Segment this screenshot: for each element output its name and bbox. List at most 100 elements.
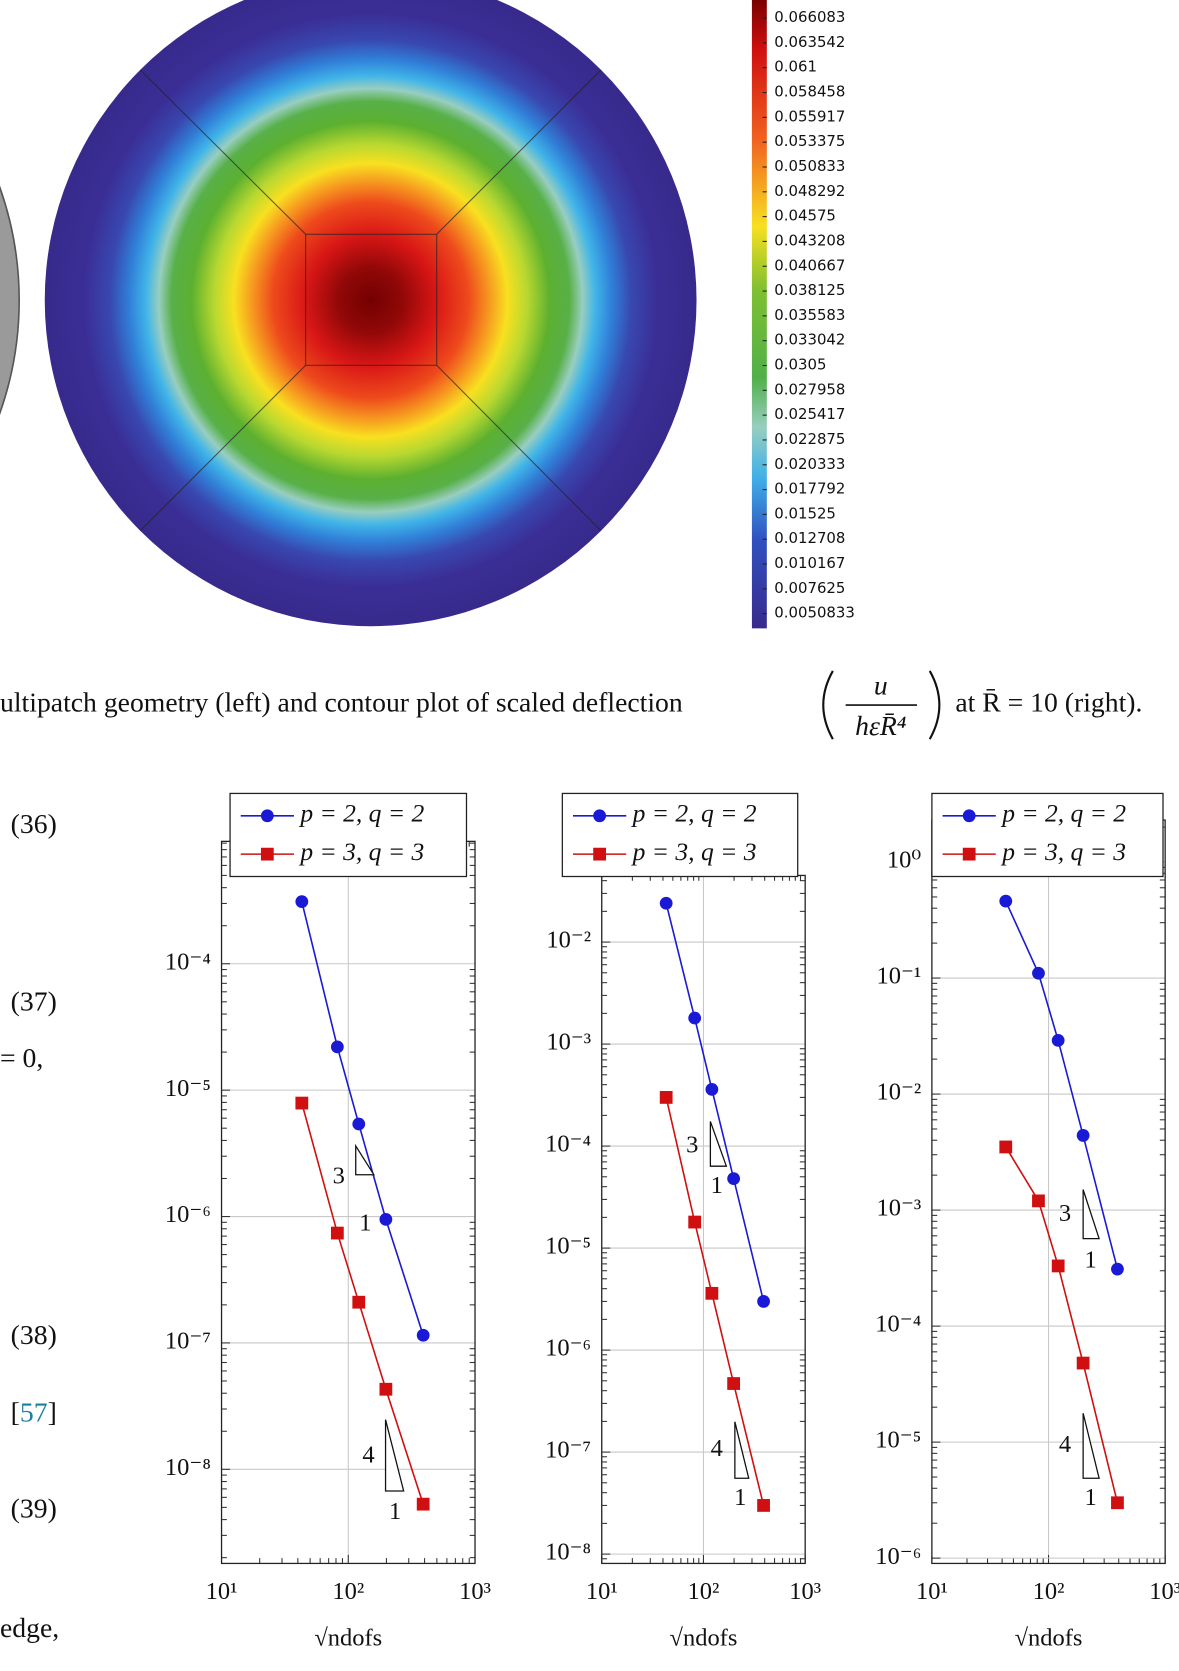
marker	[352, 1295, 366, 1309]
slope-label: 3	[333, 1163, 345, 1190]
legend-label: p = 2, q = 2	[631, 799, 757, 828]
marker	[330, 1040, 344, 1054]
series-line	[665, 903, 765, 1302]
slope-triangle	[384, 1419, 405, 1492]
marker	[962, 809, 976, 823]
marker	[688, 1011, 702, 1025]
colorbar-label: 0.048292	[774, 182, 845, 200]
y-tick-label: 10⁻⁵	[875, 1427, 921, 1454]
marker	[295, 895, 309, 909]
contour-disc	[44, 0, 697, 627]
charts: 10¹ 10² 10³10⁻⁴10⁻⁵10⁻⁶10⁻⁷10⁻⁸√ndofs3141p…	[165, 792, 1179, 1652]
slope-label: 3	[686, 1132, 698, 1159]
caption-text: at R̄ = 10 (right).	[955, 686, 1142, 717]
legend-box	[229, 792, 468, 878]
marker	[999, 894, 1013, 908]
colorbar-label: 0.055917	[774, 107, 845, 125]
y-tick-label: 10⁻³	[877, 1195, 922, 1222]
slope-label: 1	[734, 1484, 746, 1511]
citation-link[interactable]: 57	[20, 1397, 48, 1428]
colorbar-label: 0.007625	[774, 579, 845, 597]
y-tick-label: 10⁻⁷	[165, 1328, 211, 1355]
x-tick-label: 10¹	[916, 1578, 948, 1605]
colorbar-label: 0.050833	[774, 157, 845, 175]
marker	[330, 1226, 344, 1240]
x-tick-label: 10¹	[586, 1578, 618, 1605]
colorbar-label: 0.038125	[774, 281, 845, 299]
slope-label: 1	[359, 1209, 371, 1236]
slope-label: 1	[1084, 1484, 1096, 1511]
legend: p = 2, q = 2 p = 3, q = 3	[931, 792, 1164, 878]
x-tick-label: 10²	[332, 1578, 364, 1605]
colorbar-label: 0.033042	[774, 331, 845, 349]
geometry-disc	[0, 185, 20, 415]
text-fragment: edge,	[0, 1612, 59, 1643]
marker	[416, 1497, 430, 1511]
legend: p = 2, q = 2 p = 3, q = 3	[229, 792, 468, 878]
marker	[757, 1499, 770, 1512]
y-tick-label: 10⁻⁶	[165, 1201, 211, 1228]
colorbar-label: 0.022875	[774, 430, 845, 448]
marker	[962, 847, 976, 861]
marker	[688, 1215, 702, 1229]
patch-lines	[140, 69, 602, 531]
y-tick-label: 10⁻⁵	[165, 1075, 211, 1102]
x-axis-label: √ndofs	[314, 1625, 382, 1652]
legend-label: p = 2, q = 2	[1000, 799, 1126, 828]
slope-label: 4	[711, 1435, 723, 1462]
marker	[379, 1382, 393, 1396]
legend-label: p = 3, q = 3	[631, 837, 757, 866]
slope-label: 4	[1059, 1431, 1071, 1458]
marker	[1051, 1259, 1065, 1273]
colorbar-label: 0.020333	[774, 455, 845, 473]
chart: 10¹ 10² 10³ 10⁻² 10⁻³ 10⁻⁴ 10⁻⁵ 10⁻⁶ 10⁻⁷ 10⁻⁸ √nd…	[545, 792, 821, 1652]
margin-text: (36) (37) = 0, (38) [57] (39) edge,	[0, 808, 59, 1643]
legend-label: p = 3, q = 3	[298, 837, 424, 866]
equation-number: (36)	[11, 808, 57, 839]
colorbar-label: 0.058458	[774, 83, 845, 101]
y-tick-label: 10⁻⁶	[875, 1543, 921, 1570]
marker	[757, 1295, 770, 1308]
x-axis-label: √ndofs	[1015, 1625, 1083, 1652]
equation-number: (39)	[11, 1493, 57, 1524]
x-axis-label: √ndofs	[670, 1625, 738, 1652]
colorbar-label: 0.053375	[774, 132, 845, 150]
y-tick-label: 10⁻⁸	[165, 1454, 211, 1481]
colorbar-label: 0.0305	[774, 356, 826, 374]
colorbar	[751, 0, 767, 629]
legend-label: p = 2, q = 2	[298, 799, 424, 828]
y-tick-label: 10⁻⁸	[545, 1539, 591, 1566]
marker	[999, 1140, 1013, 1154]
marker	[727, 1377, 741, 1390]
equation-fragment: = 0,	[0, 1042, 43, 1073]
marker	[705, 1286, 719, 1300]
y-tick-label: 10⁻⁴	[545, 1131, 591, 1158]
y-tick-label: 10⁻³	[546, 1029, 591, 1056]
y-tick-label: 10⁻²	[877, 1079, 922, 1106]
x-tick-label: 10³	[459, 1578, 491, 1605]
marker	[260, 847, 274, 861]
marker	[1032, 1194, 1045, 1208]
slope-triangle	[355, 1143, 375, 1176]
colorbar-label: 0.04575	[774, 207, 836, 225]
caption: ultipatch geometry (left) and contour pl…	[0, 669, 1142, 740]
bracket: [	[11, 1397, 20, 1428]
marker	[659, 1091, 673, 1104]
marker	[1032, 966, 1045, 980]
equation-number: (37)	[11, 986, 57, 1017]
marker	[352, 1117, 366, 1131]
slope-label: 1	[1084, 1247, 1096, 1274]
slope-label: 1	[711, 1172, 723, 1199]
marker	[659, 896, 673, 910]
y-tick-label: 10⁰	[887, 847, 921, 874]
colorbar-label: 0.043208	[774, 231, 845, 249]
y-tick-label: 10⁻⁵	[545, 1233, 591, 1260]
slope-triangle	[1082, 1189, 1100, 1240]
slope-triangle	[709, 1121, 728, 1167]
citation: [57]	[11, 1397, 57, 1428]
y-tick-label: 10⁻⁷	[545, 1437, 591, 1464]
marker	[295, 1096, 309, 1110]
slope-label: 3	[1059, 1200, 1071, 1227]
